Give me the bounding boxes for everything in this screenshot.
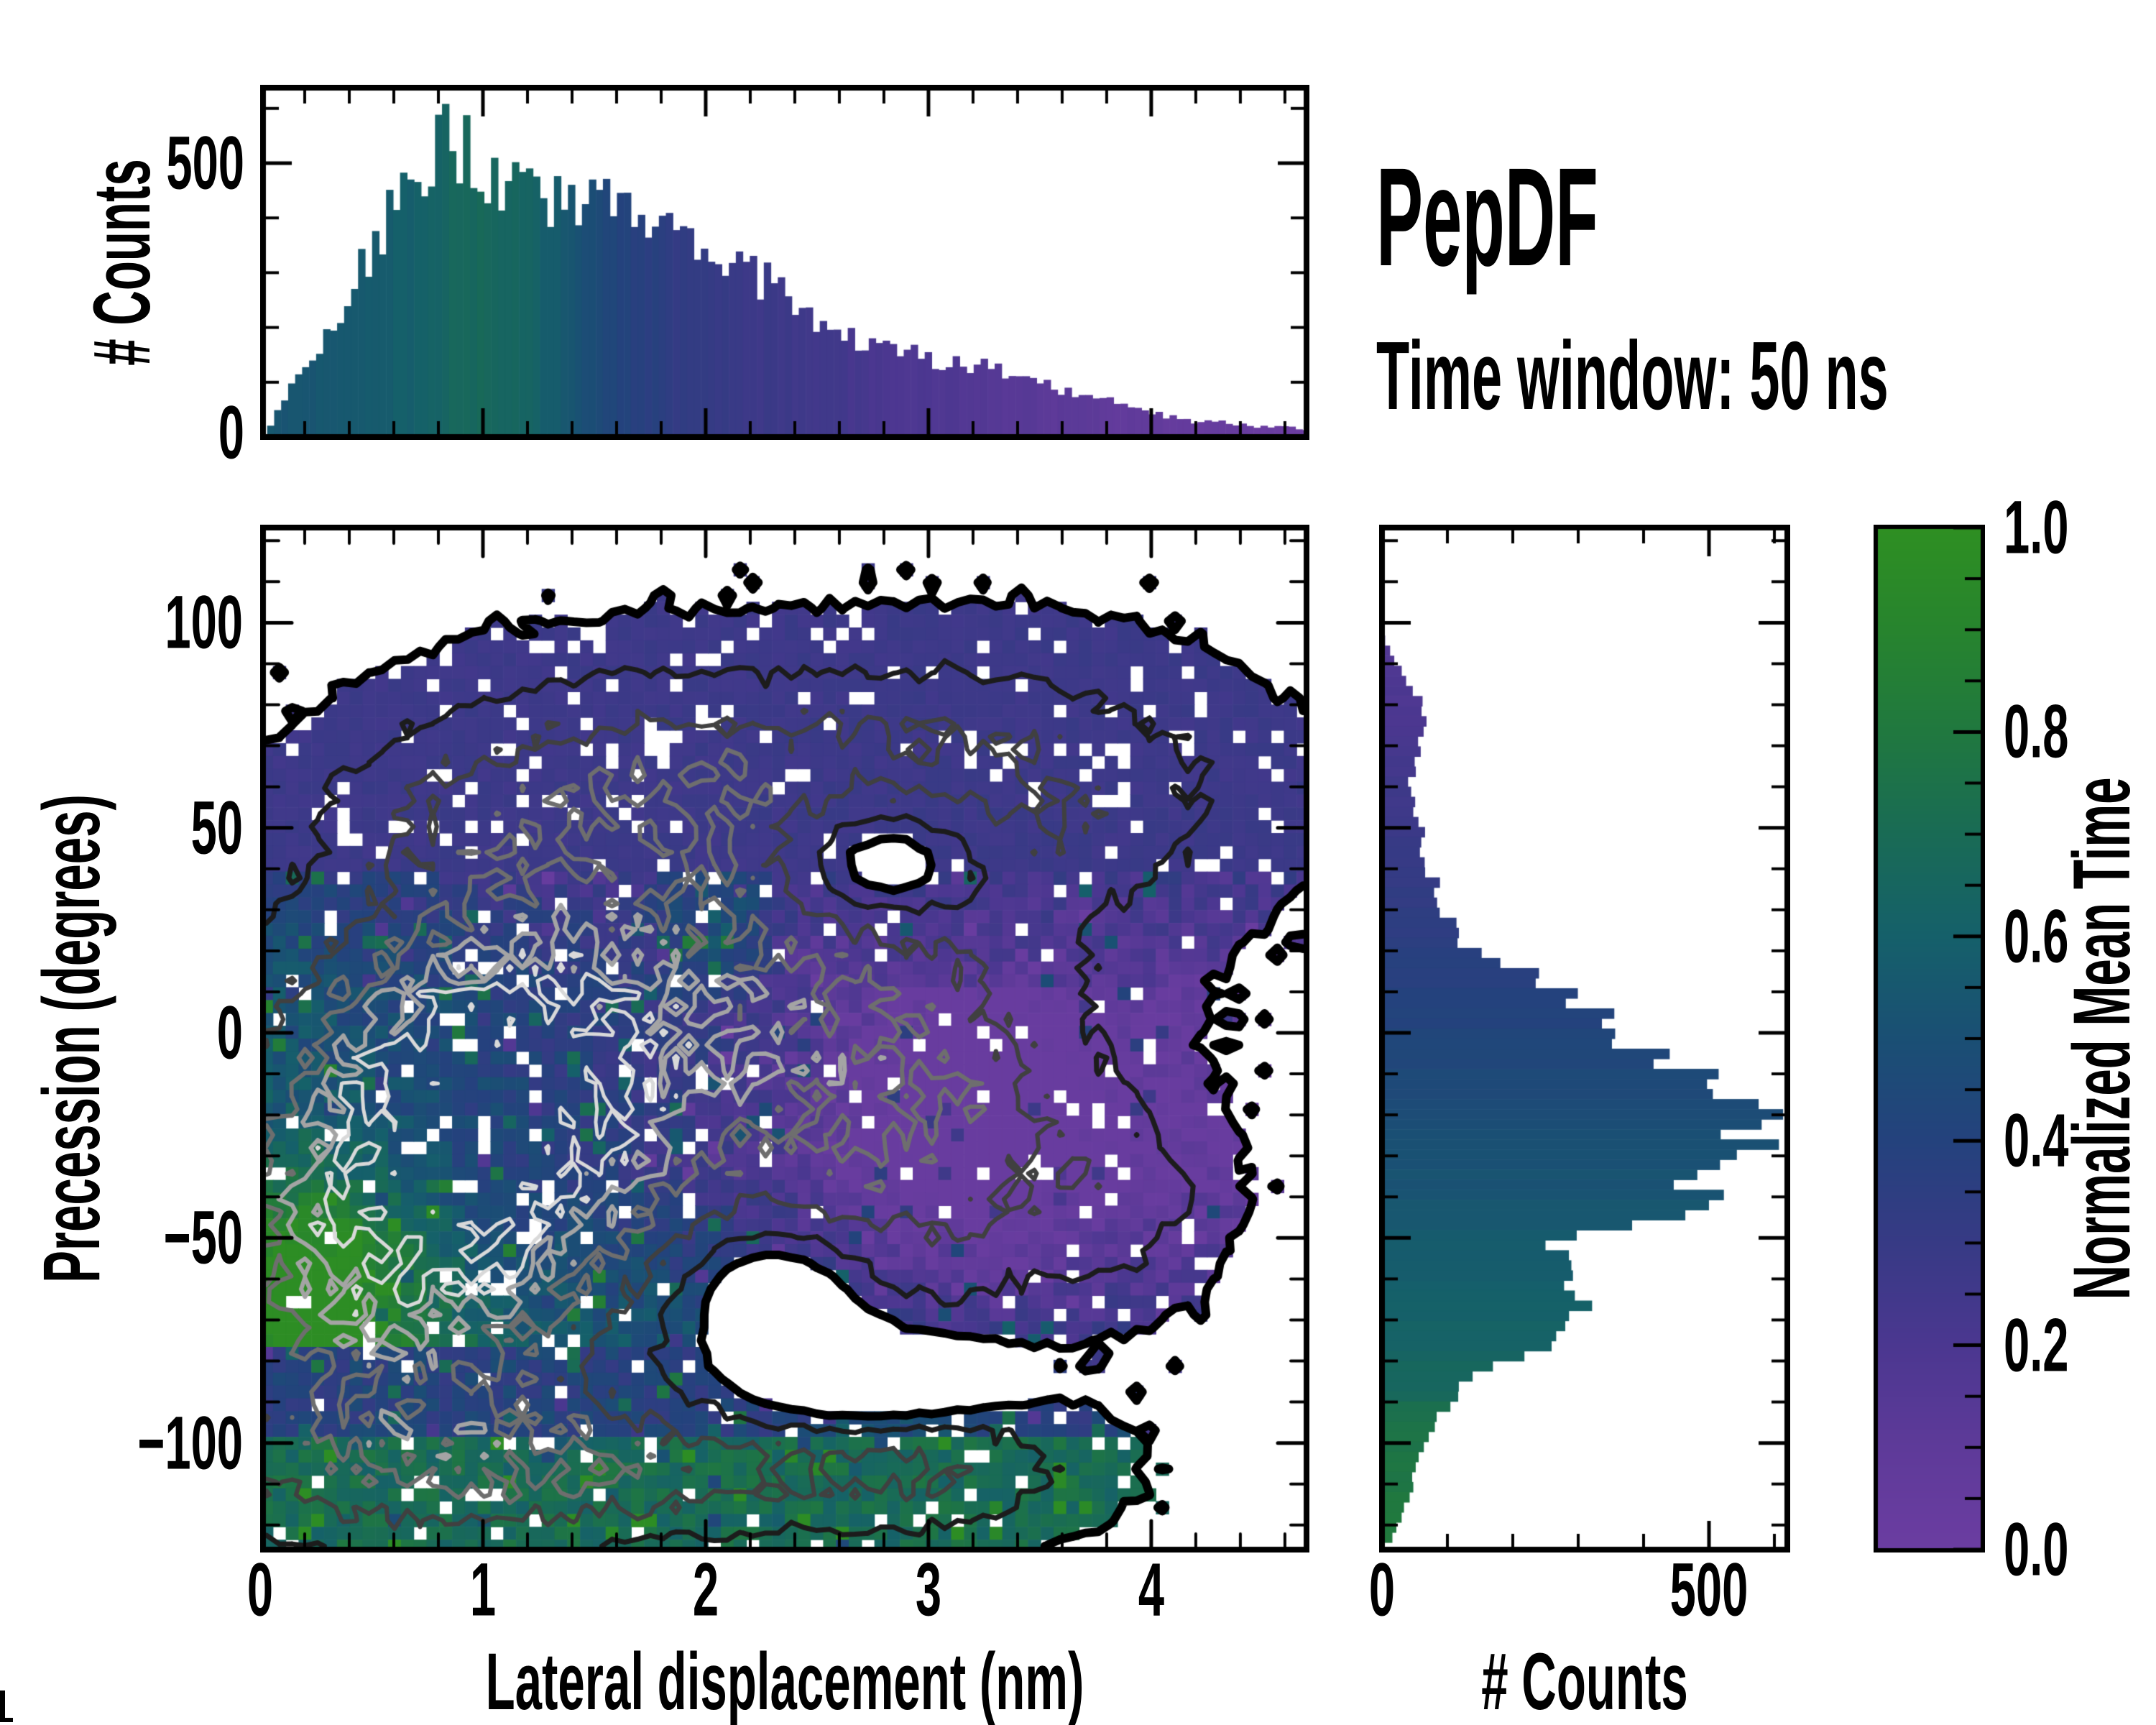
main-x-tick-label: 2 <box>692 1547 719 1632</box>
main-x-tick-label: 3 <box>915 1547 942 1632</box>
top-hist-y-tick-label: 500 <box>166 121 244 206</box>
main-y-tick-label: −50 <box>163 1195 243 1280</box>
right-histogram-canvas <box>1379 525 1790 1552</box>
right-hist-x-tick-label: 500 <box>1669 1547 1749 1632</box>
colorbar-tick-label: 0.2 <box>2004 1303 2069 1388</box>
colorbar-tick-label: 0.0 <box>2004 1507 2069 1592</box>
main-y-tick-label: 50 <box>190 786 243 870</box>
stray-mark <box>0 1690 5 1722</box>
colorbar-tick-label: 1.0 <box>2004 485 2069 570</box>
joint-heatmap-canvas <box>260 525 1309 1552</box>
main-ylabel: Precession (degrees) <box>27 794 116 1283</box>
main-y-tick-label: 0 <box>216 990 243 1075</box>
colorbar-tick-label: 0.8 <box>2004 689 2069 774</box>
main-xlabel: Lateral displacement (nm) <box>485 1637 1084 1725</box>
right-hist-xlabel: # Counts <box>1481 1637 1688 1725</box>
main-y-tick-label: 100 <box>165 580 243 665</box>
stray-mark <box>0 1718 13 1722</box>
main-x-tick-label: 0 <box>247 1547 274 1632</box>
top-hist-y-tick-label: 0 <box>218 390 244 475</box>
top-histogram-canvas <box>260 85 1309 440</box>
main-y-tick-label: −100 <box>137 1401 243 1486</box>
main-x-tick-label: 4 <box>1138 1547 1165 1632</box>
colorbar-tick-label: 0.4 <box>2004 1098 2069 1183</box>
page-title: PepDF <box>1376 139 1598 295</box>
main-x-tick-label: 1 <box>469 1547 497 1632</box>
colorbar-tick-label: 0.6 <box>2004 894 2069 979</box>
right-hist-x-tick-label: 0 <box>1368 1547 1396 1632</box>
colorbar-canvas <box>1874 525 1985 1552</box>
page-subtitle: Time window: 50 ns <box>1376 321 1889 430</box>
